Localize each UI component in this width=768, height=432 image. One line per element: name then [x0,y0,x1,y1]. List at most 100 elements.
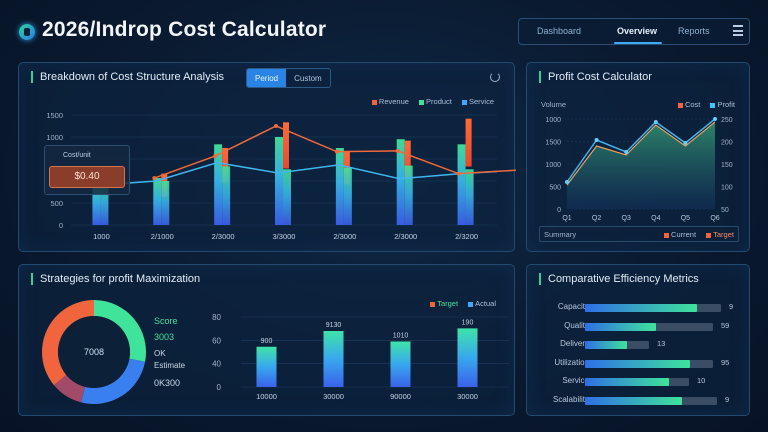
stat-estimate: Estimate [154,361,186,370]
app-logo-icon [19,24,35,40]
chart-legend: Target Actual [422,299,496,308]
toggle-custom[interactable]: Custom [294,74,322,83]
x-tick-label: 1000 [93,232,110,241]
summary-footer: Summary Current Target [539,226,739,242]
row-label: Quality [564,320,589,330]
bar-data-label: 900 [261,338,273,345]
nav-item-overview[interactable]: Overview [617,26,658,36]
hamburger-menu-icon[interactable] [733,25,743,36]
legend-swatch-cost [677,102,683,108]
bar-track [585,304,721,312]
y-right-tick: 50 [721,207,729,214]
donut-hole [58,316,130,388]
donut-center-value: 7008 [83,347,105,357]
efficiency-bars: Capacity 9 Quality 59 Delivery 13 Utilization 9… [527,302,751,413]
panel-title: Profit Cost Calculator [539,71,652,83]
bar-product [457,144,466,225]
y-left-tick: 500 [549,185,561,192]
bar-service [161,181,170,225]
profit-point [565,180,569,184]
legend-actual: Actual [475,299,496,308]
y-axis-label: Volume [541,100,567,109]
line-point [213,154,218,159]
legend-product: Product [426,97,452,106]
bar-service [100,183,109,225]
y-tick-label: 0 [217,383,222,392]
profit-bar-chart: 80 60 40 0 900 10000 9130 30000 1010 90000 190 3000… [212,313,509,401]
profit-point [713,117,717,121]
bar-value: 9 [729,302,734,311]
x-tick-label: 30000 [457,392,478,401]
bar-track [585,378,689,386]
panel-title: Breakdown of Cost Structure Analysis [31,71,224,83]
row-label: Capacity [557,302,589,311]
panel-title: Comparative Efficiency Metrics [539,273,699,285]
row-label: Utilization [554,357,589,367]
bar-product [92,181,101,225]
bar-fill [585,359,690,368]
footer-swatch-target [706,232,712,238]
efficiency-row: Utilization 95 [527,357,767,369]
bar-data-label: 190 [462,319,474,326]
nav-item-reports[interactable]: Reports [678,26,710,36]
legend-swatch-product [419,99,425,105]
y-tick-label: 1500 [46,111,63,120]
y-right-tick: 200 [721,140,733,147]
bar-track [585,359,713,368]
legend-service: Service [468,97,494,106]
chart-legend: Cost Profit [670,100,735,109]
bar-value: 95 [721,357,730,367]
row-label: Scalability [552,394,589,404]
footer-legend: Current Target [656,230,734,239]
legend-revenue: Revenue [378,97,409,106]
line-cost [566,121,716,186]
period-toggle: Period Custom [246,68,331,88]
line-point [152,176,157,181]
x-tick-label: 2/3000 [212,232,235,241]
y-left-tick: 0 [557,207,561,214]
y-right-tick: 150 [721,162,733,169]
profit-bar [457,328,478,387]
profit-point [594,138,599,142]
refresh-icon[interactable] [490,72,500,82]
footer-current: Current [671,230,697,239]
bar-value: 13 [657,339,666,348]
bar-revenue [283,122,289,169]
nav-item-dashboard[interactable]: Dashboard [537,26,582,36]
x-tick-label: Q3 [622,215,631,222]
profit-point [624,150,629,154]
bar-product [396,139,405,225]
bar-value: 9 [725,394,730,404]
x-tick-label: Q5 [681,215,690,222]
legend-swatch-actual [468,301,474,307]
profit-bar [256,346,277,387]
tooltip-label: Cost/unit [63,152,91,159]
profit-bar [390,341,411,387]
bar-revenue [222,148,229,183]
bar-service [465,169,474,225]
y-tick-label: 500 [50,199,63,208]
comparison-panel: Comparative Efficiency Metrics Capacity 9… [526,264,750,416]
bar-fill [585,322,656,331]
profit-bar [323,331,344,387]
area-cost [567,122,715,209]
line-profit [566,118,716,183]
legend-swatch-service [461,99,467,105]
efficiency-row: Scalability 9 [527,394,767,406]
x-tick-label: Q4 [651,215,660,222]
y-tick-label: 0 [59,221,63,230]
x-tick-label: 90000 [390,392,411,401]
line-point [456,171,461,176]
chart-tooltip: Cost/unit $0.40 [44,145,130,195]
stat-ok: OK [154,349,166,358]
panel-title: Strategies for profit Maximization [31,273,200,285]
efficiency-row: Service 10 [527,376,767,387]
legend-target: Target [437,299,459,308]
toggle-period[interactable]: Period [247,69,287,87]
efficiency-row: Quality 59 [527,320,767,332]
x-tick-label: 3/3000 [273,232,296,241]
y-right-tick: 250 [721,117,733,124]
line-service [95,161,498,187]
stat-total: 0K300 [154,378,181,388]
bar-product [335,148,344,225]
